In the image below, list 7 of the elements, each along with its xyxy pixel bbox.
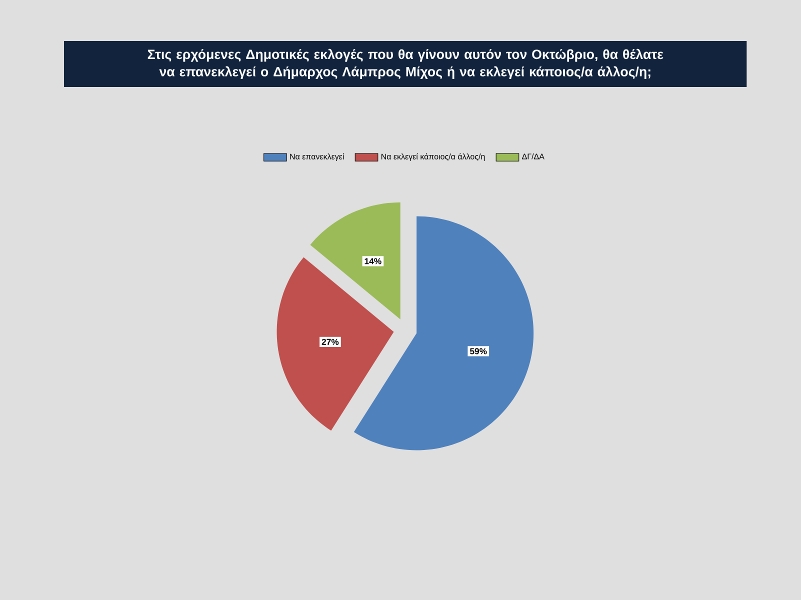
legend-label: Να εκλεγεί κάποιος/α άλλος/η — [381, 153, 485, 161]
chart-title: Στις ερχόμενες Δημοτικές εκλογές που θα γίνουν αυτόν τον Οκτώβριο, θα θέλατε να επανεκλεγεί ο Δήμαρχος Λάμπρος Μίχος ή να εκλεγεί κάποιος/α άλλος/η; — [148, 48, 664, 80]
legend-label: ΔΓ/ΔΑ — [522, 153, 544, 160]
legend-label: Να επανεκλεγεί — [290, 153, 344, 161]
data-label: 14% — [364, 258, 382, 264]
data-label: 59% — [470, 348, 487, 354]
data-label: 27% — [322, 338, 339, 345]
